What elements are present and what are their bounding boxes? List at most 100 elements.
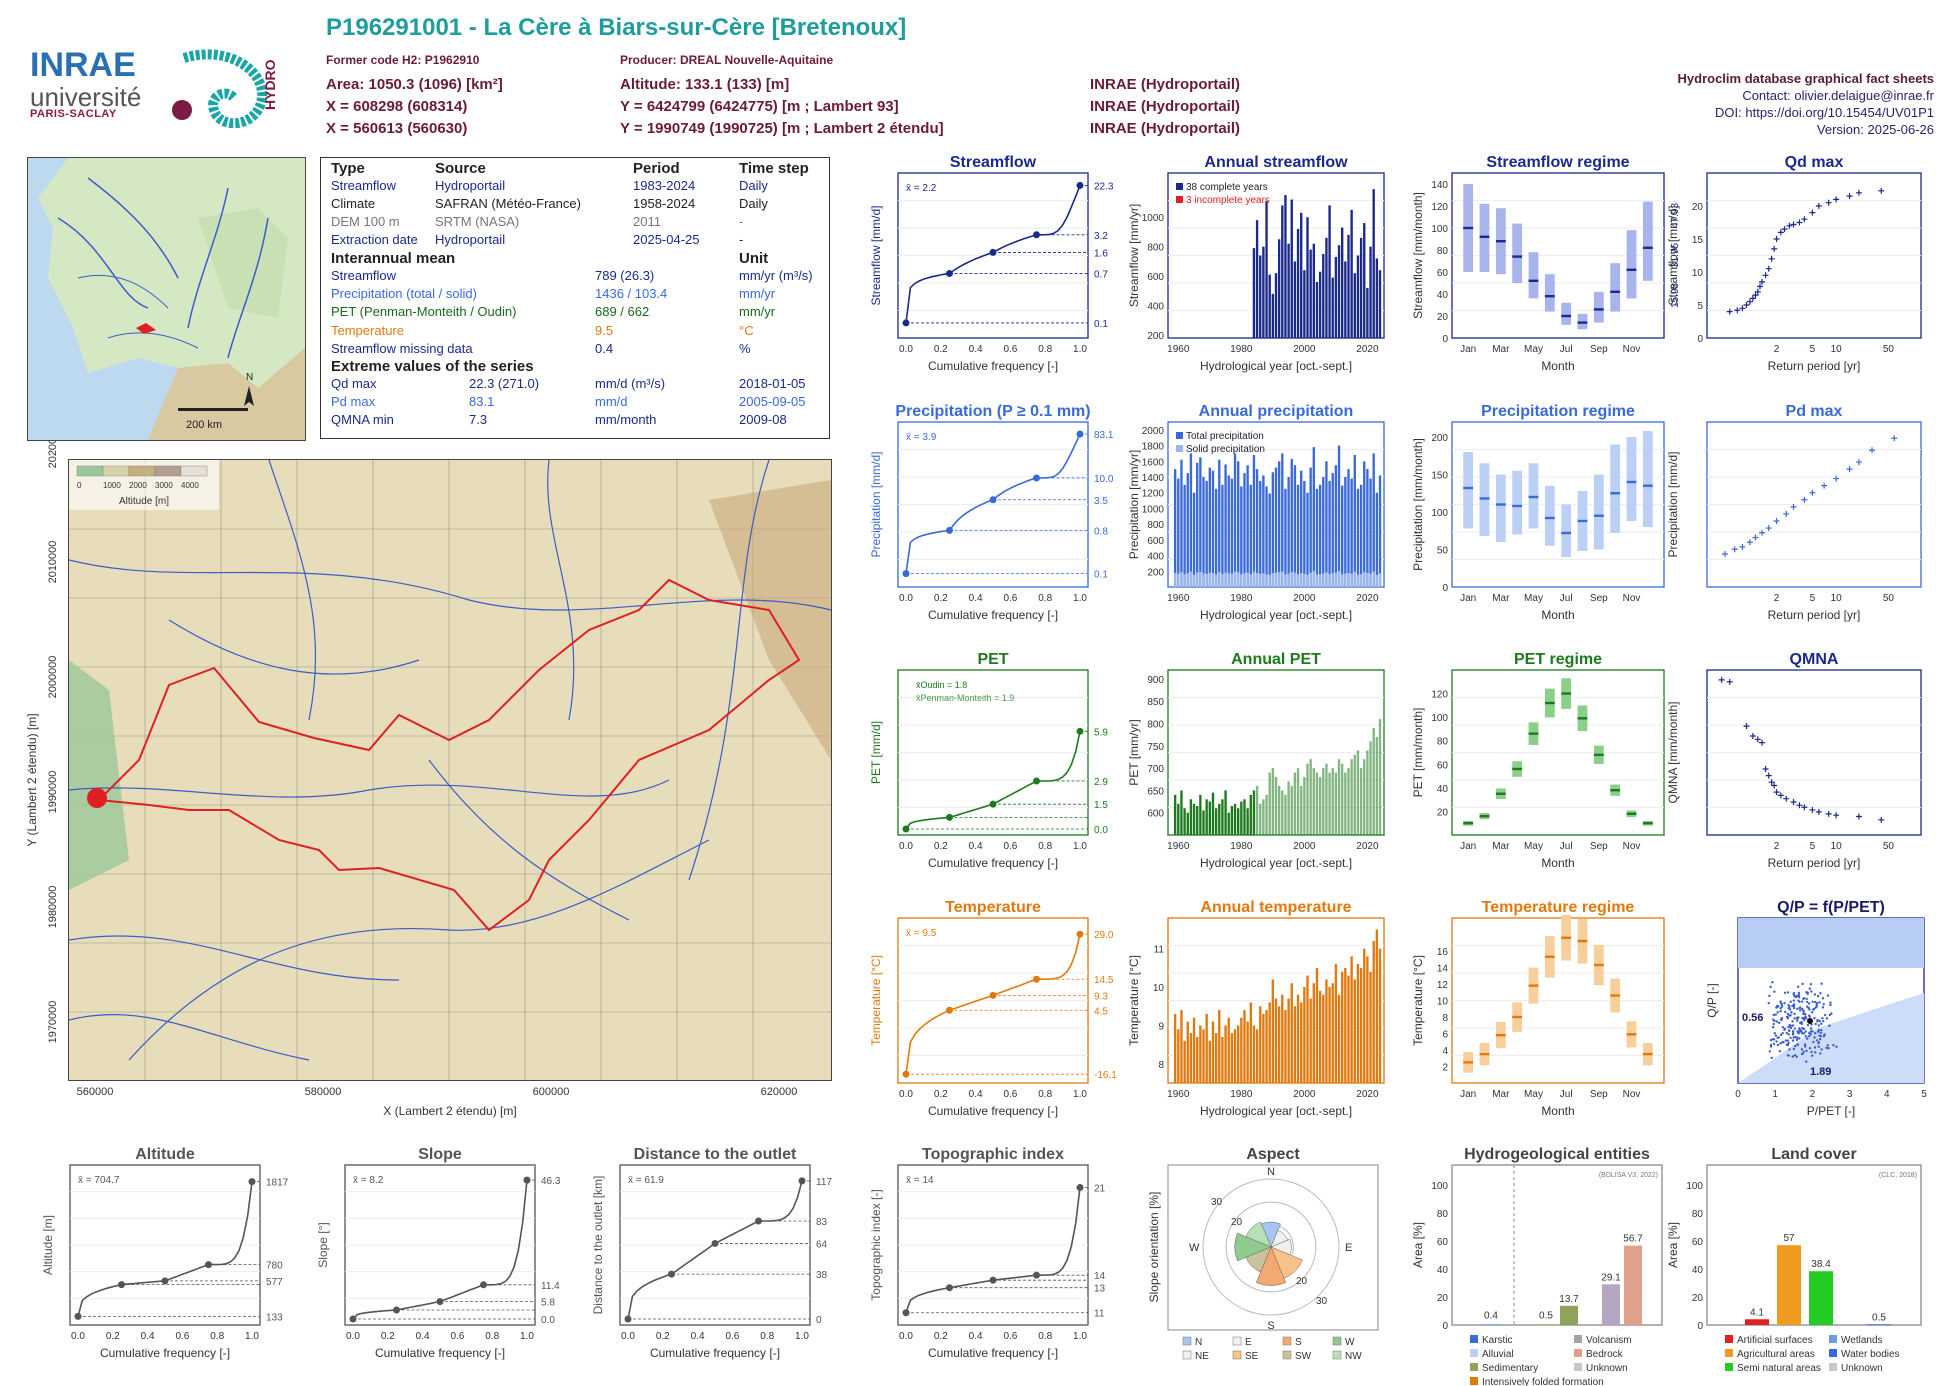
data-point: [1789, 1026, 1793, 1030]
bar: [1290, 199, 1293, 338]
bar: [1745, 1319, 1769, 1325]
data-point: [1811, 1030, 1814, 1033]
annotation-qp: 0.56: [1742, 1012, 1763, 1024]
rose-label-w: W: [1189, 1242, 1200, 1254]
quantile-point: [349, 1315, 357, 1323]
bar: [1777, 1245, 1801, 1325]
bar: [1189, 453, 1193, 587]
quantile-point: [1076, 727, 1084, 735]
bar: [1347, 234, 1350, 338]
cell-label: Temperature: [331, 322, 404, 338]
x-tick: May: [1524, 593, 1543, 604]
map-x-tick: 620000: [761, 1086, 798, 1098]
data-point: [1798, 1027, 1801, 1030]
data-point: [1773, 990, 1776, 993]
data-point: [1806, 1005, 1809, 1008]
bar: [1378, 270, 1382, 338]
rose-sector: [1234, 1232, 1272, 1262]
y-tick: 100: [1431, 713, 1448, 724]
chart-hydrogeology: Hydrogeological entities 0.4 0.5 13.7 29.1 56…: [1411, 1146, 1663, 1386]
data-point: [1833, 196, 1840, 203]
bar: [1196, 1036, 1199, 1083]
data-point: [1819, 1035, 1823, 1038]
bar: [1255, 785, 1259, 835]
bar: [1309, 998, 1312, 1083]
legend-key: [1282, 1350, 1292, 1360]
bar: [1341, 227, 1344, 338]
data-point: [1768, 994, 1771, 998]
legend-key: [1470, 1335, 1478, 1343]
chart-title: Pd max: [1786, 403, 1843, 420]
y-label: Area [%]: [1411, 1222, 1425, 1268]
x-tick: 0.2: [106, 1331, 120, 1342]
y-tick: 40: [1437, 1265, 1449, 1276]
bar-solid: [1287, 573, 1290, 587]
data-point: [1788, 1005, 1791, 1008]
right-tick: 0.0: [1094, 825, 1108, 836]
quantile-point: [755, 1217, 762, 1225]
data-point: [1819, 991, 1822, 995]
quantile-point: [118, 1281, 125, 1289]
bar: [1240, 801, 1243, 835]
bar: [1255, 220, 1259, 338]
bar: [1277, 461, 1281, 587]
bar: [1268, 772, 1271, 835]
hydro-spiral-logo: [172, 49, 268, 128]
bar: [1306, 763, 1309, 835]
legend-label: Wetlands: [1841, 1335, 1883, 1346]
data-point: [1722, 551, 1729, 557]
bar: [1296, 484, 1300, 587]
y-tick: 200: [1147, 567, 1164, 578]
data-point: [1809, 1027, 1813, 1030]
bar: [1249, 1002, 1252, 1083]
cell-type: DEM 100 m: [331, 214, 400, 229]
data-point: [1718, 676, 1725, 683]
x-tick: 3: [1847, 1089, 1853, 1100]
quantile-point: [1076, 430, 1084, 438]
data-point: [1783, 1001, 1786, 1005]
mean-label: x̄ = 2.2: [906, 183, 937, 194]
bar: [1322, 994, 1325, 1083]
y-tick: 20: [1692, 1293, 1704, 1304]
x-lambert93: X = 608298 (608314): [326, 98, 468, 115]
bar-solid: [1337, 570, 1341, 587]
data-point: [1776, 1043, 1780, 1047]
legend-tick: 4000: [181, 481, 199, 490]
chart-title: Aspect: [1246, 1146, 1300, 1163]
cell-value: 689 / 662: [595, 304, 650, 320]
x-tick: 0.0: [899, 344, 913, 355]
quantile-point: [902, 1070, 910, 1078]
bar-solid: [1274, 572, 1278, 587]
bar: [1211, 470, 1215, 587]
map-y-tick: 2020000: [47, 440, 59, 468]
bar: [1369, 971, 1372, 1083]
y-tick: 120: [1431, 202, 1448, 213]
x-tick: 0.6: [1003, 593, 1017, 604]
bar-solid: [1183, 574, 1186, 587]
x-tick: 10: [1831, 344, 1843, 355]
data-point: [1810, 1023, 1813, 1026]
y-tick: 1200: [1142, 489, 1165, 500]
x-tick: 1: [1772, 1089, 1778, 1100]
bar: [1378, 719, 1382, 835]
bar: [1350, 759, 1353, 835]
x-tick: May: [1524, 841, 1543, 852]
y-tick: 80: [1692, 1209, 1704, 1220]
bar: [1237, 461, 1240, 587]
data-point: [1762, 766, 1769, 772]
bar: [1189, 799, 1193, 835]
data-point: [1796, 1043, 1800, 1046]
bar: [1224, 790, 1227, 835]
data-point: [1802, 1027, 1806, 1031]
bar: [1218, 803, 1221, 835]
bar: [1205, 1013, 1208, 1083]
y-tick: 5: [1697, 301, 1703, 312]
bar: [1252, 248, 1256, 338]
bar: [1375, 929, 1379, 1083]
x-tick: Nov: [1623, 344, 1641, 355]
quantile-point: [989, 991, 997, 999]
right-tick: 0.1: [1094, 570, 1108, 581]
legend-key: [1332, 1350, 1342, 1360]
data-point: [1817, 1028, 1821, 1032]
x-tick: Sep: [1590, 593, 1608, 604]
